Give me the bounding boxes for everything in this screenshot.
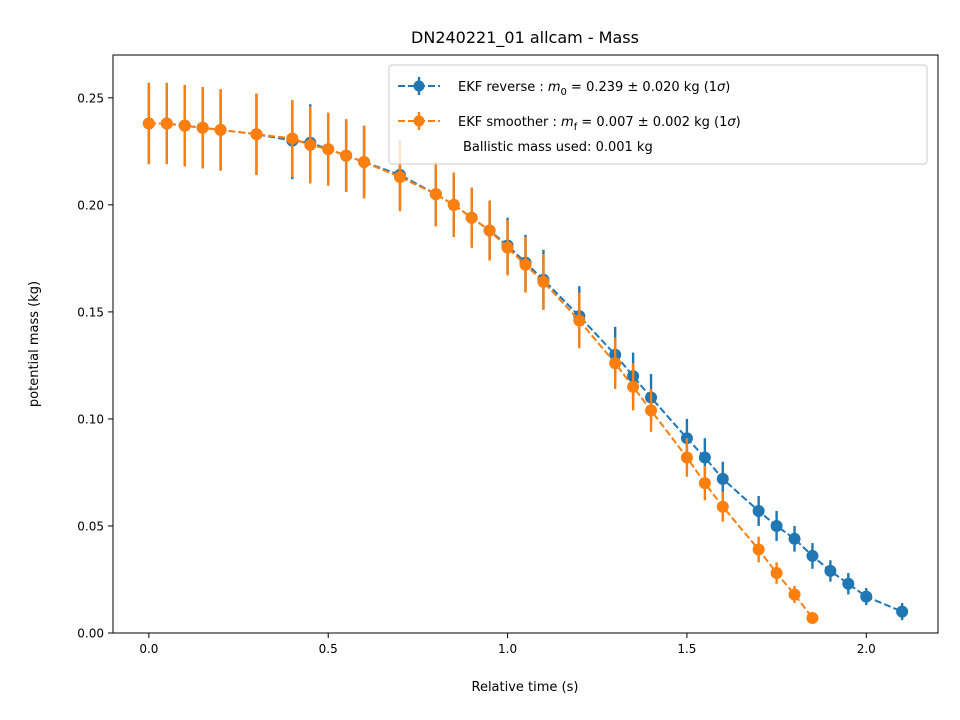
legend-handle-reverse [398, 77, 440, 95]
data-point [465, 211, 478, 224]
legend-handle-smoother [398, 112, 440, 130]
data-point [429, 188, 442, 201]
data-point [501, 241, 514, 254]
data-point [178, 119, 191, 132]
data-point [358, 156, 371, 169]
legend: EKF reverse : m0 = 0.239 ± 0.020 kg (1σ)… [388, 64, 928, 165]
legend-frame [388, 64, 928, 165]
x-tick-label: 1.0 [498, 642, 517, 656]
data-point [788, 588, 801, 601]
data-point [304, 138, 317, 151]
series-line [148, 122, 903, 613]
data-point [752, 504, 765, 517]
data-point [860, 590, 873, 603]
x-tick-label: 2.0 [857, 642, 876, 656]
data-point [788, 532, 801, 545]
data-point [196, 121, 209, 134]
x-tick-label: 0.0 [139, 642, 158, 656]
data-point [627, 380, 640, 393]
x-tick-label: 1.5 [677, 642, 696, 656]
plot-frame [112, 54, 939, 634]
y-tick-label: 0.25 [77, 91, 104, 105]
data-point [716, 472, 729, 485]
data-point [483, 224, 496, 237]
data-point [824, 564, 837, 577]
series-layer [142, 82, 909, 625]
x-tick-label: 0.5 [319, 642, 338, 656]
legend-label-reverse: EKF reverse : m0 = 0.239 ± 0.020 kg (1σ) [458, 80, 730, 98]
data-point [142, 117, 155, 130]
data-point [250, 128, 263, 141]
data-point [573, 314, 586, 327]
data-point [214, 123, 227, 136]
legend-ballistic-note: Ballistic mass used: 0.001 kg [463, 140, 653, 155]
data-point [680, 451, 693, 464]
data-point [537, 275, 550, 288]
data-point [340, 149, 353, 162]
data-point [842, 577, 855, 590]
y-tick-label: 0.00 [77, 627, 104, 641]
data-point [393, 171, 406, 184]
y-tick-label: 0.15 [77, 305, 104, 319]
data-point [806, 612, 819, 625]
y-axis-label: potential mass (kg) [27, 281, 42, 407]
legend-marker [413, 115, 425, 127]
data-point [322, 143, 335, 156]
data-point [770, 519, 783, 532]
data-point [160, 117, 173, 130]
data-point [698, 477, 711, 490]
data-point [447, 198, 460, 211]
data-point [645, 404, 658, 417]
y-tick-label: 0.20 [77, 198, 104, 212]
legend-label-smoother: EKF smoother : mf = 0.007 ± 0.002 kg (1σ… [458, 115, 741, 133]
x-axis-label: Relative time (s) [472, 680, 579, 695]
data-point [286, 132, 299, 145]
y-tick-label: 0.10 [77, 412, 104, 426]
data-point [609, 357, 622, 370]
data-point [698, 451, 711, 464]
chart-title: DN240221_01 allcam - Mass [411, 28, 639, 48]
data-point [896, 605, 909, 618]
data-point [519, 258, 532, 271]
data-point [770, 567, 783, 580]
data-point [806, 549, 819, 562]
legend-marker [413, 80, 425, 92]
data-point [716, 500, 729, 513]
y-tick-label: 0.05 [77, 519, 104, 533]
x-axis: 0.0 0.5 1.0 1.5 2.0 [139, 633, 876, 656]
series-smoother [142, 82, 819, 625]
data-point [752, 543, 765, 556]
y-axis: 0.00 0.05 0.10 0.15 0.20 0.25 [77, 91, 113, 641]
